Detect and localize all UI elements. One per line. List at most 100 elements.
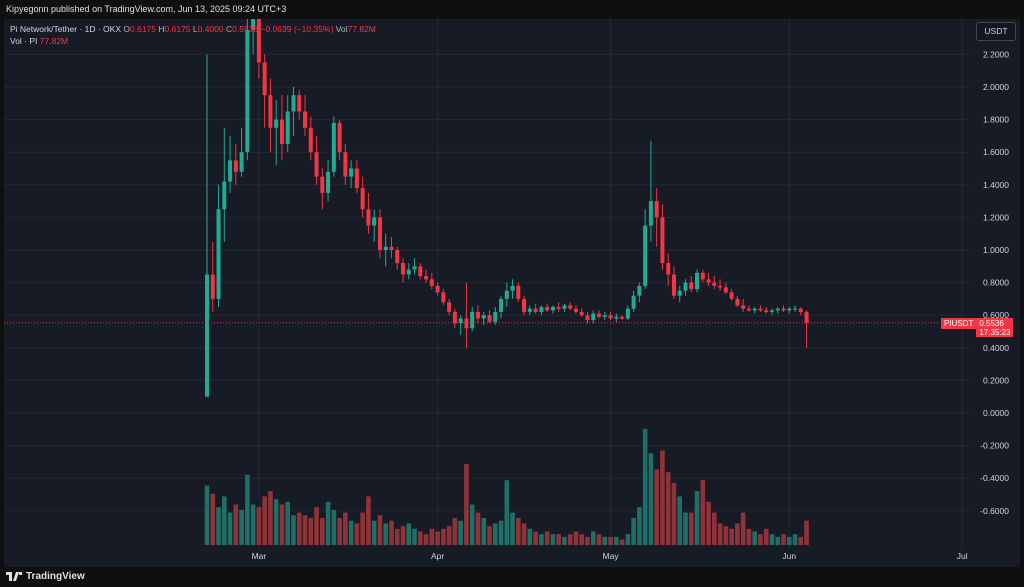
tradingview-icon [6,572,22,581]
candle-body [723,287,728,293]
price-tick-label: -0.4000 [980,473,1009,483]
price-tick-label: 1.8000 [983,115,1009,125]
candle-body [210,274,215,299]
high-label: H [158,24,165,34]
candle-body [331,122,336,172]
candle-body [314,152,319,177]
volume-bar [614,536,619,545]
candle-body [291,95,296,112]
volume-bar [521,523,527,545]
candle-body [539,307,544,312]
candle-body [268,95,273,128]
candle-body [712,282,717,286]
candle-body [504,290,509,299]
volume-bar [573,531,579,545]
time-tick-label: May [603,551,620,561]
candle-body [354,168,359,189]
time-tick-label: Jul [957,551,968,561]
volume-bar [487,526,492,545]
candle-body [349,168,354,177]
grid-lines [4,19,969,549]
candle-body [562,305,567,309]
volume-bar [389,520,394,545]
time-axis[interactable]: Mar Apr May Jun Jul [252,551,968,561]
high-value: 0.6175 [164,24,191,34]
price-axis[interactable]: 2.2000 2.0000 1.8000 1.6000 1.4000 1.2000 1.00… [980,49,1009,515]
volume-bar [665,472,671,545]
price-tick-label: 2.2000 [983,49,1009,59]
volume-bar [781,534,786,545]
price-tag-countdown: 17:35:23 [979,328,1011,337]
volume-value: 77.82M [347,24,376,34]
tradingview-logo[interactable]: TradingView [6,571,85,582]
candle-body [222,181,227,210]
volume-bar [631,518,636,545]
price-tick-label: 0.0000 [983,408,1009,418]
price-tick-label: 2.0000 [983,82,1009,92]
volume-bar [700,480,706,545]
price-tick-label: -0.6000 [980,506,1009,516]
candle-body [262,62,267,96]
volume-bar [763,528,769,545]
open-label: O [123,24,131,34]
volume-bar [412,528,417,545]
volume-bar [625,534,631,545]
volume-bar [216,507,221,545]
candle-body [481,315,486,319]
candle-body [597,313,602,317]
candle-body [412,266,417,270]
candle-body [452,311,457,324]
candle-body [337,122,342,153]
volume-bar [642,428,648,545]
volume-bar [429,528,435,545]
low-label: L [192,24,198,34]
candle-body [706,279,711,283]
candle-body [746,308,751,311]
close-value: 0.5536 [232,24,259,34]
candle-body [533,308,538,312]
price-tick-label: 1.4000 [983,180,1009,190]
symbol-title: Pi Network/Tether · 1D · OKX [10,24,122,34]
candle-body [406,269,411,275]
candle-body [579,311,584,316]
publish-line: Kipyegonn published on TradingView.com, … [6,4,287,14]
candlestick-chart[interactable]: 2.2000 2.0000 1.8000 1.6000 1.4000 1.2000 1.00… [4,19,1020,567]
current-price-tag: PIUSDT 0.5536 17:35:23 [941,318,1014,337]
volume-bar [585,536,590,545]
candle-body [666,263,671,275]
candle-body [764,310,769,312]
volume-label: Vol [335,24,348,34]
candle-body [441,292,446,303]
volume-bar [683,512,688,545]
candle-body [228,160,233,182]
volume-bar [723,526,729,545]
volume-bar [671,482,677,545]
candle-body [804,311,809,323]
volume-bar [394,528,400,545]
candle-body [401,263,406,275]
candle-body [464,318,469,329]
candle-body [510,285,515,291]
candle-body [429,279,434,286]
volume-bar [556,534,561,545]
volume-bar [729,528,734,545]
volume-bar [608,536,613,545]
volume-bar [758,534,763,545]
candle-body [769,310,774,312]
ohlc-legend: Pi Network/Tether · 1D · OKX O 0.6175 H 0.… [10,24,376,34]
currency-button[interactable]: USDT [976,22,1016,41]
volume-bar [712,512,717,545]
candle-body [245,29,250,153]
volume-bar [435,531,440,545]
candle-body [643,225,648,286]
candle-body [274,119,279,128]
candle-body [718,285,723,288]
volume-bar [452,518,458,545]
volume-bar [331,509,337,545]
volume-bar [590,531,596,545]
candle-body [360,188,365,210]
volume-bar [804,520,809,545]
volume-bar [464,464,469,545]
chart-area[interactable]: 2.2000 2.0000 1.8000 1.6000 1.4000 1.2000 1.00… [4,19,1020,567]
volume-bar [527,528,533,545]
